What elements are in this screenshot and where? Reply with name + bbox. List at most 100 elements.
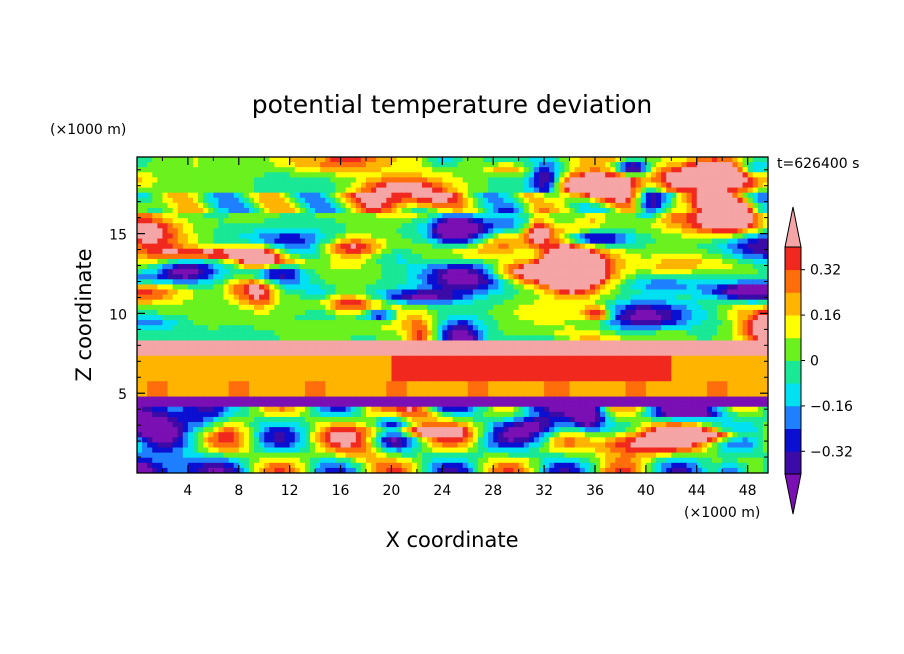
field-cell [742,192,749,199]
field-cell [279,330,286,336]
field-cell [691,330,698,336]
field-cell [172,213,179,219]
field-cell [376,187,382,194]
field-cell [472,258,479,265]
field-cell [762,264,768,270]
field-cell [355,187,362,194]
field-cell [233,258,240,265]
field-cell [198,223,204,229]
field-cell [447,167,454,173]
field-cell [182,192,189,199]
field-cell [294,315,301,321]
field-cell [457,309,464,316]
field-cell [752,218,759,224]
field-cell [254,289,260,296]
field-cell [401,197,408,204]
field-cell [544,320,550,326]
field-cell [483,243,489,250]
field-cell [594,192,601,199]
field-cell [727,218,733,224]
field-cell [589,279,596,286]
field-cell [594,162,601,168]
field-cell [289,325,296,331]
field-cell [523,207,530,214]
field-cell [528,269,535,275]
field-cell [330,335,337,342]
field-cell [447,202,454,209]
field-cell [187,228,194,235]
field-cell [579,207,586,214]
field-cell [620,279,627,286]
field-cell [391,182,398,189]
field-cell [650,207,657,214]
field-cell [600,197,606,204]
field-cell [391,315,398,321]
field-cell [396,345,403,352]
field-cell [243,345,250,352]
field-cell [137,258,143,265]
field-cell [589,345,596,352]
field-cell [381,325,387,331]
field-cell [218,284,225,291]
field-cell [615,162,622,168]
field-cell [696,177,703,184]
field-cell [350,207,357,214]
field-cell [294,187,301,194]
field-cell [213,350,220,357]
field-cell [447,197,454,204]
field-cell [167,274,174,280]
field-cell [350,345,357,352]
field-cell [223,355,230,362]
field-cell [147,157,153,163]
field-cell [666,315,672,321]
field-cell [208,320,214,326]
field-cell [666,157,672,163]
field-cell [442,228,449,235]
field-cell [269,304,275,311]
field-cell [248,289,255,296]
field-cell [681,350,688,357]
field-cell [518,330,525,336]
field-cell [569,238,576,245]
field-cell [279,238,286,245]
field-cell [483,228,489,235]
field-cell [539,340,545,347]
field-cell [498,258,504,265]
field-cell [564,157,571,163]
field-cell [147,274,153,280]
field-cell [274,309,281,316]
field-cell [238,264,245,270]
field-cell [477,167,484,173]
field-cell [605,248,611,255]
field-cell [284,258,291,265]
field-cell [615,304,622,311]
field-cell [584,345,591,352]
field-cell [315,218,321,224]
field-cell [401,284,408,291]
field-cell [523,228,530,235]
field-cell [355,335,362,342]
field-cell [223,315,230,321]
field-cell [701,223,708,229]
field-cell [671,197,677,204]
field-cell [437,309,443,316]
field-cell [152,355,158,362]
field-cell [462,294,469,301]
field-cell [717,335,723,342]
field-cell [528,182,535,189]
field-cell [228,207,235,214]
field-cell [630,350,637,357]
field-cell [528,177,535,184]
field-cell [615,213,622,219]
field-cell [498,172,504,178]
field-cell [462,157,469,163]
field-cell [340,294,347,301]
field-cell [177,157,184,163]
field-cell [477,304,484,311]
field-cell [539,213,545,219]
field-cell [254,202,260,209]
field-cell [152,162,158,168]
field-cell [727,284,733,291]
field-cell [427,304,433,311]
field-cell [747,157,754,163]
